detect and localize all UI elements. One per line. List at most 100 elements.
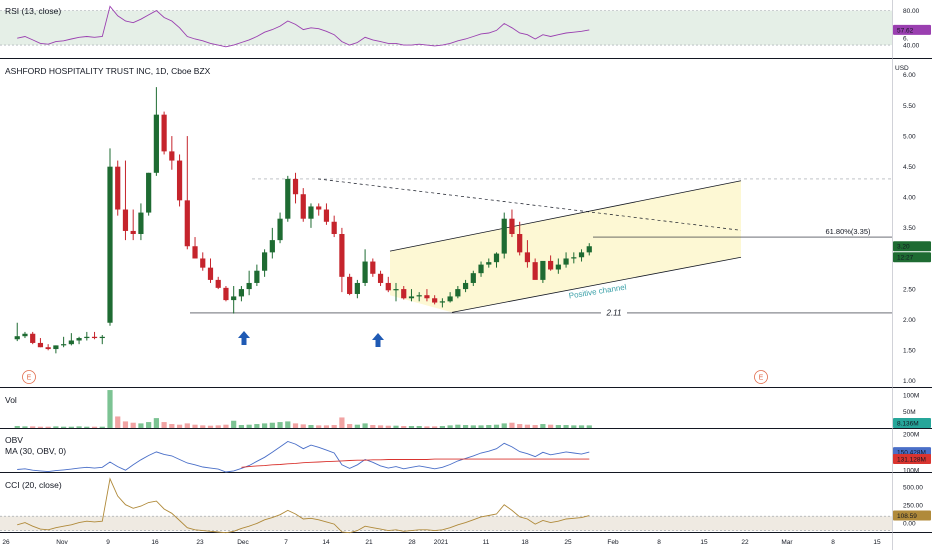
earnings-marker-icon-text: E — [759, 375, 764, 382]
candle-body — [424, 295, 430, 299]
candle-body — [153, 114, 159, 173]
x-tick: 15 — [700, 539, 708, 546]
earnings-marker-icon: E — [22, 370, 36, 384]
volume-bar — [246, 424, 252, 428]
volume-bar — [169, 424, 175, 428]
volume-bar — [53, 426, 59, 428]
volume-bar — [254, 424, 260, 428]
axis-layer: 80.0040.006.6.005.505.004.504.003.503.00… — [2, 8, 931, 546]
candle-body — [416, 295, 422, 297]
support-label: 2.11 — [606, 308, 622, 317]
volume-bar — [571, 425, 577, 428]
volume-bar — [130, 422, 136, 428]
volume-bar — [377, 425, 384, 428]
obv-tick: 100M — [903, 468, 919, 475]
volume-bar — [416, 426, 422, 428]
cci-value-badge-bg — [893, 510, 931, 521]
candle-body — [339, 234, 345, 277]
obv-line — [17, 441, 590, 473]
volume-bar — [578, 425, 585, 428]
price-tick: 3.50 — [903, 225, 916, 232]
volume-bar — [555, 425, 561, 428]
candle-body — [470, 273, 476, 283]
volume-bar — [540, 424, 546, 428]
candle-body — [586, 246, 592, 253]
time-badge-text: 12:27 — [897, 255, 914, 262]
x-tick: 2021 — [434, 539, 449, 546]
candle-body — [68, 340, 74, 345]
volume-bar — [122, 421, 129, 428]
volume-bar — [316, 425, 322, 428]
obv-value-badge-text: 150.428M — [897, 450, 926, 457]
earnings-marker-icon-text: E — [27, 375, 32, 382]
cci-band — [0, 516, 892, 531]
x-tick: 25 — [564, 539, 572, 546]
last-price-badge-bg — [893, 241, 931, 252]
candle-body — [493, 253, 500, 263]
candle-body — [316, 206, 322, 210]
candle-body — [377, 273, 384, 283]
volume-bar — [176, 424, 183, 428]
volume-bar — [517, 424, 523, 428]
price-tick: 5.00 — [903, 133, 916, 140]
candle-body — [517, 234, 523, 253]
candle-body — [53, 345, 59, 350]
candle-body — [91, 336, 98, 339]
candle-body — [138, 212, 144, 234]
volume-bar — [455, 424, 461, 428]
candles-layer — [14, 87, 592, 354]
earnings-marker-icon-circle — [754, 370, 768, 384]
volume-bar — [524, 424, 531, 428]
rsi-pane-label: RSI (13, close) — [5, 6, 62, 16]
last-price-badge: 3.20 — [893, 241, 931, 252]
candle-body — [509, 218, 515, 234]
candle-body — [246, 282, 252, 290]
x-tick: 8 — [657, 539, 661, 546]
volume-bar — [424, 426, 430, 428]
candle-body — [439, 301, 445, 303]
volume-bar — [462, 425, 469, 428]
volume-bar — [447, 425, 453, 428]
volume-bar — [138, 423, 144, 428]
cci-pane-label: CCI (20, close) — [5, 480, 62, 490]
volume-bar — [432, 426, 438, 428]
volume-bar — [408, 426, 415, 428]
candle-body — [231, 296, 237, 301]
x-tick: 16 — [151, 539, 159, 546]
time-badge-bg — [893, 252, 931, 263]
x-tick: 28 — [408, 539, 416, 546]
obv-ma-line — [241, 458, 590, 468]
candle-body — [99, 336, 105, 339]
up-arrow-icon — [372, 333, 384, 347]
candle-body — [285, 178, 291, 219]
candle-body — [269, 240, 275, 253]
cci-value-badge: 108.59 — [893, 510, 931, 521]
volume-bar — [30, 426, 36, 428]
candle-body — [200, 258, 206, 268]
volume-bar — [115, 416, 121, 428]
volume-bar — [439, 426, 445, 428]
volume-bar — [285, 421, 291, 428]
volume-bar — [14, 426, 20, 428]
channel-upper-line — [389, 180, 742, 252]
candle-body — [432, 298, 438, 303]
main-pane-title: ASHFORD HOSPITALITY TRUST INC, 1D, Cboe … — [5, 66, 211, 76]
volume-bar — [91, 426, 98, 428]
volume-bar — [238, 425, 245, 428]
x-tick: Dec — [237, 539, 249, 546]
volume-bar — [22, 426, 28, 428]
candle-body — [146, 172, 152, 213]
rsi-tick: 40.00 — [903, 42, 920, 49]
obv-ma-value-badge: 131.128M — [893, 454, 931, 465]
x-tick: 15 — [873, 539, 881, 546]
cci-tick: 0.00 — [903, 521, 916, 528]
candle-body — [14, 336, 20, 340]
candle-body — [115, 166, 121, 210]
candle-body — [184, 200, 190, 247]
time-badge: 12:27 — [893, 252, 931, 263]
vol-tick: 50M — [903, 409, 916, 416]
drawing-layer — [190, 178, 892, 314]
channel-lower-line — [451, 256, 742, 313]
